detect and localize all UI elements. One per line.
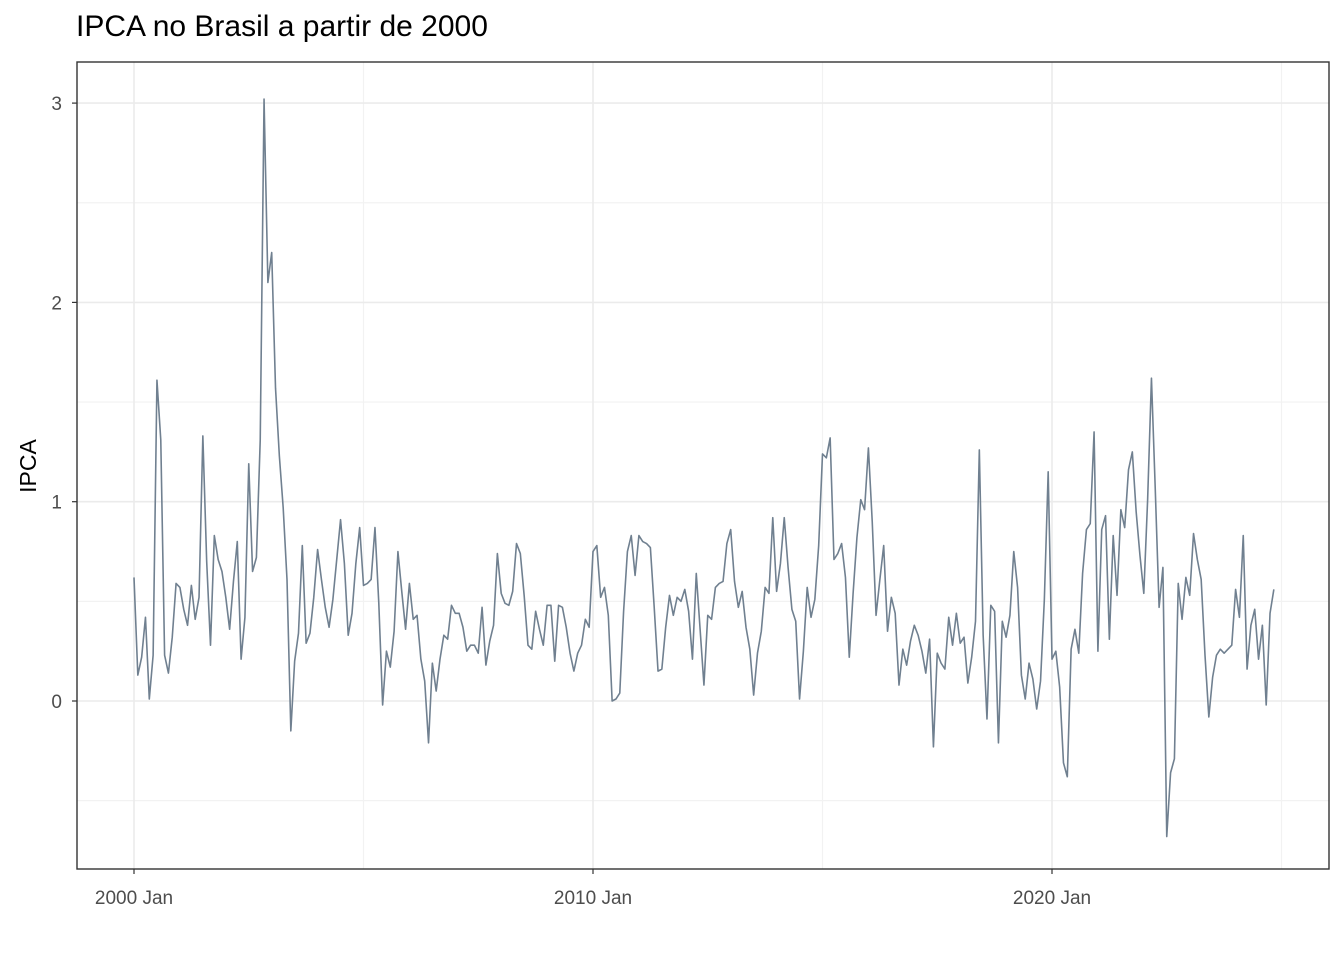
ipca-series-line — [133, 98, 1275, 838]
plot-background — [77, 62, 1329, 869]
x-tick-label: 2020 Jan — [1013, 888, 1091, 909]
x-tick-label: 2000 Jan — [95, 888, 173, 909]
y-tick-label: 1 — [51, 493, 62, 514]
chart-title: IPCA no Brasil a partir de 2000 — [76, 10, 488, 43]
y-tick-label: 2 — [51, 293, 62, 314]
plot-border — [76, 61, 1330, 870]
y-tick-label: 3 — [51, 94, 62, 115]
major-gridlines — [77, 62, 1329, 869]
y-tick-label: 0 — [51, 692, 62, 713]
y-axis: 0 1 2 3 — [51, 94, 77, 713]
y-axis-title: IPCA — [15, 439, 41, 493]
x-axis: 2000 Jan 2010 Jan 2020 Jan — [95, 869, 1091, 909]
x-tick-label: 2010 Jan — [554, 888, 632, 909]
